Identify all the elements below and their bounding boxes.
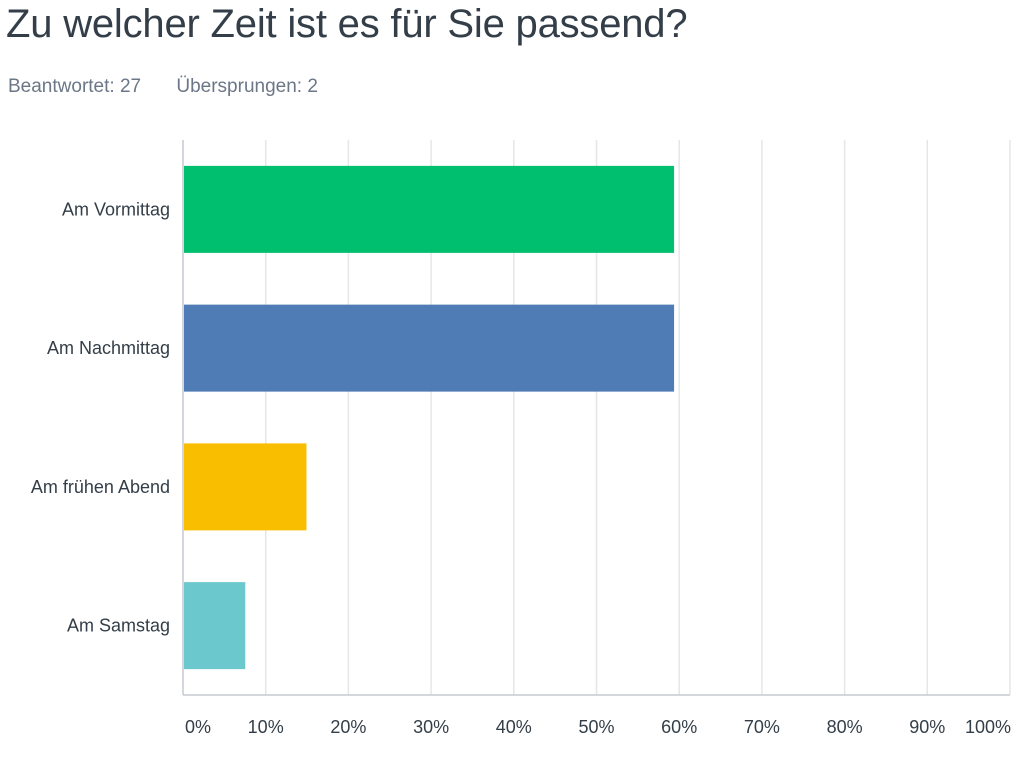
x-tick-label: 10% bbox=[248, 717, 284, 737]
category-label: Am Samstag bbox=[67, 616, 170, 636]
x-tick-label: 90% bbox=[909, 717, 945, 737]
category-label: Am frühen Abend bbox=[31, 477, 170, 497]
category-label: Am Nachmittag bbox=[47, 338, 170, 358]
question-title: Zu welcher Zeit ist es für Sie passend? bbox=[6, 2, 688, 46]
bar-2 bbox=[184, 304, 675, 392]
x-tick-label: 80% bbox=[827, 717, 863, 737]
x-tick-label: 100% bbox=[965, 717, 1011, 737]
x-tick-label: 50% bbox=[578, 717, 614, 737]
bar-4 bbox=[184, 582, 246, 670]
x-tick-label: 70% bbox=[744, 717, 780, 737]
x-tick-label: 60% bbox=[661, 717, 697, 737]
skipped-count: Übersprungen: 2 bbox=[176, 76, 318, 97]
response-stats: Beantwortet: 27 Übersprungen: 2 bbox=[8, 76, 348, 98]
category-label: Am Vormittag bbox=[62, 199, 170, 219]
answered-count: Beantwortet: 27 bbox=[8, 76, 142, 97]
bar-3 bbox=[184, 443, 307, 531]
x-tick-label: 0% bbox=[185, 717, 211, 737]
x-tick-label: 40% bbox=[496, 717, 532, 737]
bar-1 bbox=[184, 165, 675, 253]
x-tick-label: 20% bbox=[330, 717, 366, 737]
x-tick-label: 30% bbox=[413, 717, 449, 737]
